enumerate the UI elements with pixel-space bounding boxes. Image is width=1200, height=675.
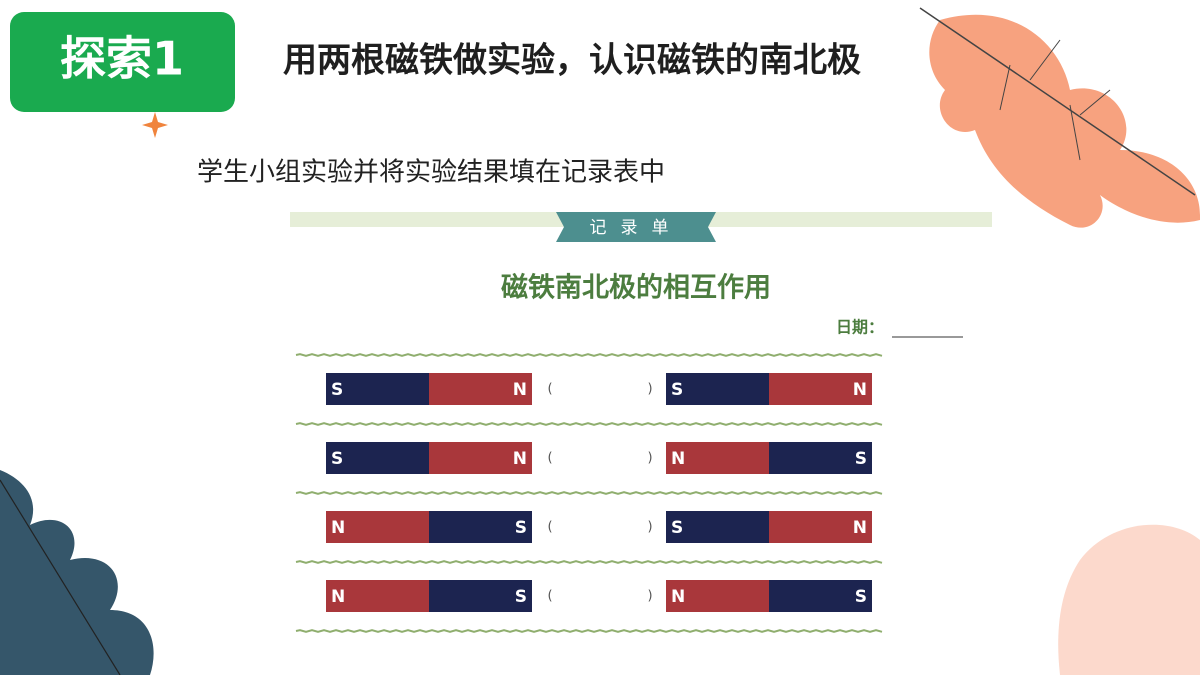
magnet-half <box>429 373 532 405</box>
pole-label: S <box>515 587 527 607</box>
record-rows: S N S N () S N N S () N S S N () N S N S () <box>295 353 883 633</box>
leaf-decoration <box>919 7 1200 228</box>
paren: ( <box>547 382 552 397</box>
star <box>142 112 168 138</box>
pole-label: S <box>671 518 683 538</box>
badge <box>10 12 235 112</box>
magnet-half <box>429 580 532 612</box>
divider <box>295 491 883 495</box>
paren: ( <box>547 520 552 535</box>
magnet-half <box>666 511 769 543</box>
magnet-half <box>769 580 872 612</box>
pole-label: N <box>331 587 345 607</box>
paren: ) <box>647 520 652 535</box>
leaf-decoration <box>0 470 154 675</box>
pole-label: S <box>331 449 343 469</box>
pole-label: N <box>331 518 345 538</box>
pole-label: S <box>855 449 867 469</box>
pole-label: S <box>515 518 527 538</box>
pole-label: N <box>671 449 685 469</box>
magnet-half <box>429 511 532 543</box>
pole-label: N <box>853 518 867 538</box>
divider <box>295 353 883 357</box>
magnet-half <box>326 373 429 405</box>
pole-label: N <box>671 587 685 607</box>
paren: ( <box>547 589 552 604</box>
divider <box>295 560 883 564</box>
magnet-half <box>326 580 429 612</box>
record-title: 磁铁南北极的相互作用 <box>501 272 771 304</box>
subtitle: 学生小组实验并将实验结果填在记录表中 <box>197 158 665 188</box>
paren: ) <box>647 589 652 604</box>
title: 用两根磁铁做实验，认识磁铁的南北极 <box>283 41 861 81</box>
pole-label: S <box>671 380 683 400</box>
magnet-half <box>326 511 429 543</box>
ribbon <box>556 212 716 242</box>
magnet-half <box>429 442 532 474</box>
ribbon-label: 记录单 <box>590 218 683 238</box>
pole-label: S <box>855 587 867 607</box>
pole-label: N <box>513 380 527 400</box>
magnet-half <box>666 373 769 405</box>
pole-label: N <box>513 449 527 469</box>
paren: ( <box>547 451 552 466</box>
pole-label: S <box>331 380 343 400</box>
divider <box>295 422 883 426</box>
magnet-half <box>769 511 872 543</box>
badge-text: 探索1 <box>60 32 184 86</box>
date-label: 日期： <box>836 318 884 337</box>
magnet-half <box>769 373 872 405</box>
magnet-half <box>326 442 429 474</box>
paren: ) <box>647 382 652 397</box>
pole-label: N <box>853 380 867 400</box>
magnet-half <box>666 442 769 474</box>
paren: ) <box>647 451 652 466</box>
magnet-half <box>666 580 769 612</box>
divider <box>295 629 883 633</box>
blob-decoration <box>1058 524 1200 675</box>
magnet-half <box>769 442 872 474</box>
